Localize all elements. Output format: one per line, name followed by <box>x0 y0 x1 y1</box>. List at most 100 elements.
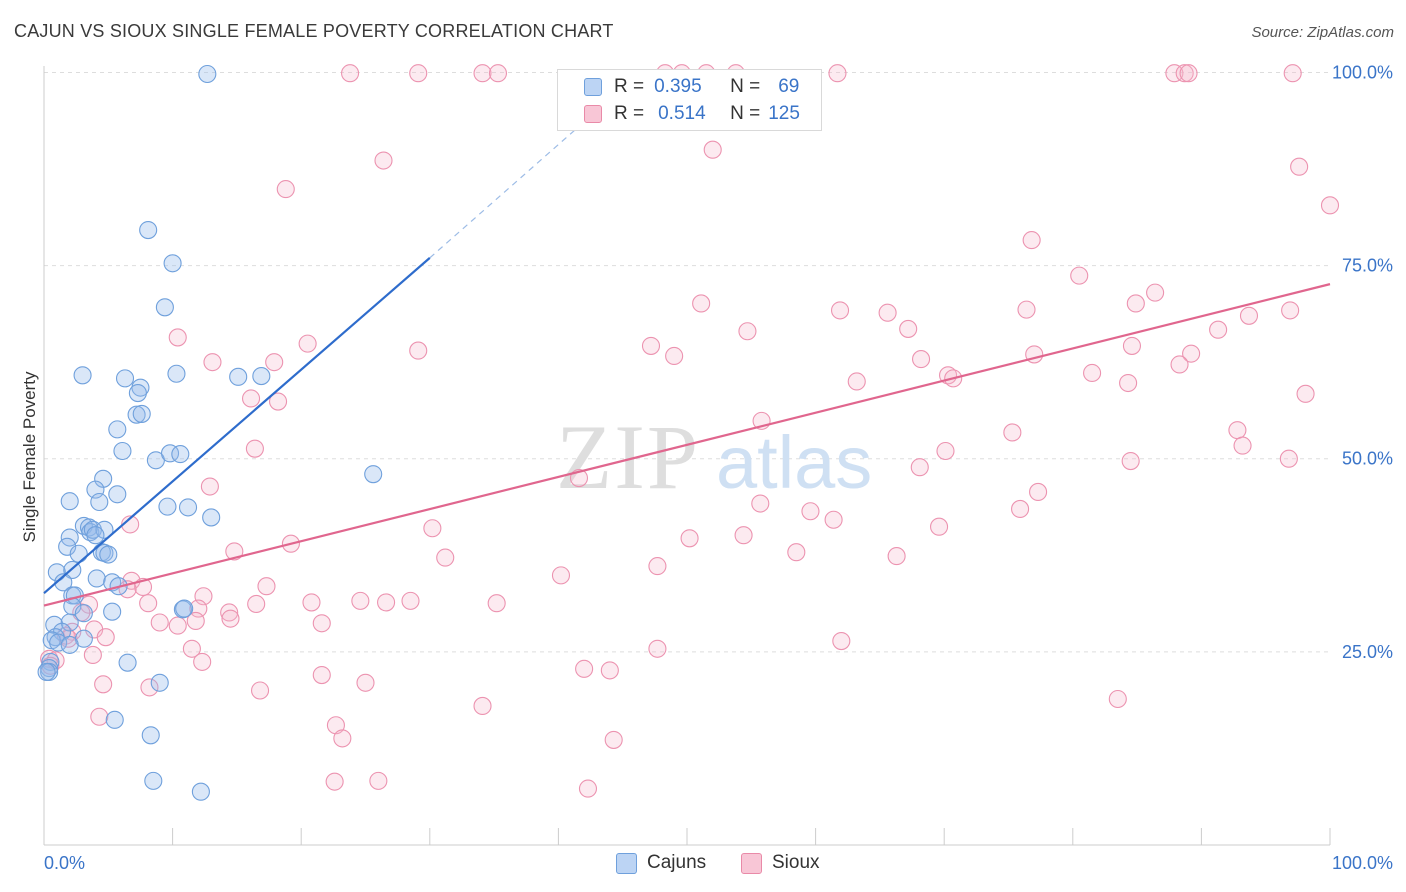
sioux-point <box>1029 482 1048 501</box>
legend-n-label: N = <box>730 76 761 97</box>
cajun-point <box>73 366 92 385</box>
cajun-point <box>160 444 180 463</box>
sioux-point <box>1320 196 1340 215</box>
sioux-point <box>1122 336 1142 355</box>
sioux-point <box>751 494 770 513</box>
cajun-point <box>167 364 186 383</box>
sioux-point <box>912 350 931 369</box>
bottom-legend-label-sioux: Sioux <box>772 852 820 873</box>
sioux-point <box>930 517 949 536</box>
sioux-point <box>182 639 201 658</box>
sioux-point <box>409 64 428 83</box>
legend-r-label: R = <box>614 103 645 124</box>
cajun-point <box>132 404 151 423</box>
cajun-point <box>198 64 217 84</box>
cajun-point <box>158 497 177 516</box>
sioux-point <box>899 319 918 338</box>
bottom-legend-sioux[interactable]: Sioux <box>741 852 820 874</box>
cajun-point <box>103 602 122 621</box>
sioux-point <box>250 681 270 700</box>
cajun-point <box>108 420 127 439</box>
sioux-point <box>648 557 667 576</box>
sioux-point <box>140 678 159 697</box>
sioux-point <box>83 645 102 665</box>
cajun-point <box>229 367 248 386</box>
sioux-point <box>487 594 506 613</box>
sioux-point <box>312 665 331 685</box>
legend-swatch-sioux <box>584 105 602 123</box>
cajun-point <box>58 537 77 556</box>
cajun-point <box>95 520 114 539</box>
legend-r-label: R = <box>614 76 645 97</box>
legend-n-value-cajuns: 69 <box>778 76 800 97</box>
sioux-point <box>241 389 261 408</box>
sioux-point <box>333 729 352 748</box>
cajun-point <box>163 254 182 273</box>
sioux-point <box>436 548 455 567</box>
sioux-point <box>302 593 321 612</box>
watermark: ZIP atlas <box>556 406 872 508</box>
sioux-point <box>423 519 442 538</box>
cajun-point <box>144 771 163 790</box>
sioux-point <box>369 771 388 790</box>
bottom-legend-cajuns[interactable]: Cajuns <box>616 852 706 874</box>
sioux-point <box>1146 283 1165 302</box>
cajun-point <box>60 492 79 511</box>
sioux-point <box>680 529 699 548</box>
tick-labels: 25.0% 50.0% 75.0% 100.0% 0.0% 100.0% <box>44 62 1393 873</box>
sioux-point <box>1070 266 1089 285</box>
sioux-point <box>1121 451 1140 471</box>
sioux-point <box>936 441 955 461</box>
sioux-point <box>269 392 288 411</box>
cajun-point <box>81 523 100 542</box>
cajun-point <box>60 613 79 632</box>
sioux-point <box>1290 157 1309 176</box>
sioux-point <box>168 328 187 347</box>
sioux-point <box>1119 373 1138 393</box>
sioux-point <box>1003 423 1022 442</box>
gridlines <box>44 71 1330 653</box>
cajun-point <box>173 600 192 619</box>
sioux-point <box>401 591 420 610</box>
cajun-point <box>202 508 221 527</box>
cajun-point <box>127 405 146 424</box>
cajun-point <box>105 710 124 729</box>
cajun-point <box>175 599 194 618</box>
sioux-point <box>1281 301 1300 320</box>
sioux-point <box>738 322 757 341</box>
sioux-point <box>600 661 619 680</box>
sioux-points <box>40 64 1340 798</box>
sioux-point <box>1239 306 1259 325</box>
sioux-point <box>801 502 820 521</box>
sioux-point <box>575 659 594 678</box>
sioux-point <box>824 510 843 529</box>
sioux-point <box>1296 384 1315 403</box>
watermark-zip: ZIP <box>556 406 700 508</box>
sioux-point <box>887 547 906 566</box>
sioux-point <box>551 566 571 585</box>
sioux-point <box>168 616 187 635</box>
cajun-point <box>139 221 158 240</box>
sioux-point <box>245 439 264 458</box>
cajun-point <box>87 569 106 588</box>
y-axis-label: Single Female Poverty <box>20 371 39 543</box>
sioux-point <box>265 353 284 372</box>
legend-row-sioux: R = 0.514 N = 125 <box>584 101 800 127</box>
sioux-point <box>703 140 722 159</box>
cajun-point <box>99 545 118 564</box>
sioux-point <box>1283 64 1302 83</box>
x-tick-label: 100.0% <box>1332 853 1393 873</box>
sioux-point <box>96 628 115 647</box>
bottom-legend-swatch-cajuns <box>616 852 637 874</box>
sioux-point <box>193 652 212 671</box>
sioux-point <box>832 631 851 651</box>
cajun-point <box>113 441 132 461</box>
sioux-point <box>94 675 113 694</box>
sioux-point <box>473 64 492 83</box>
y-tick-label: 50.0% <box>1342 449 1393 469</box>
sioux-point <box>1228 421 1247 440</box>
cajun-point <box>364 465 383 484</box>
cajun-point <box>108 485 127 504</box>
sioux-point <box>828 64 847 83</box>
sioux-point <box>341 64 360 83</box>
